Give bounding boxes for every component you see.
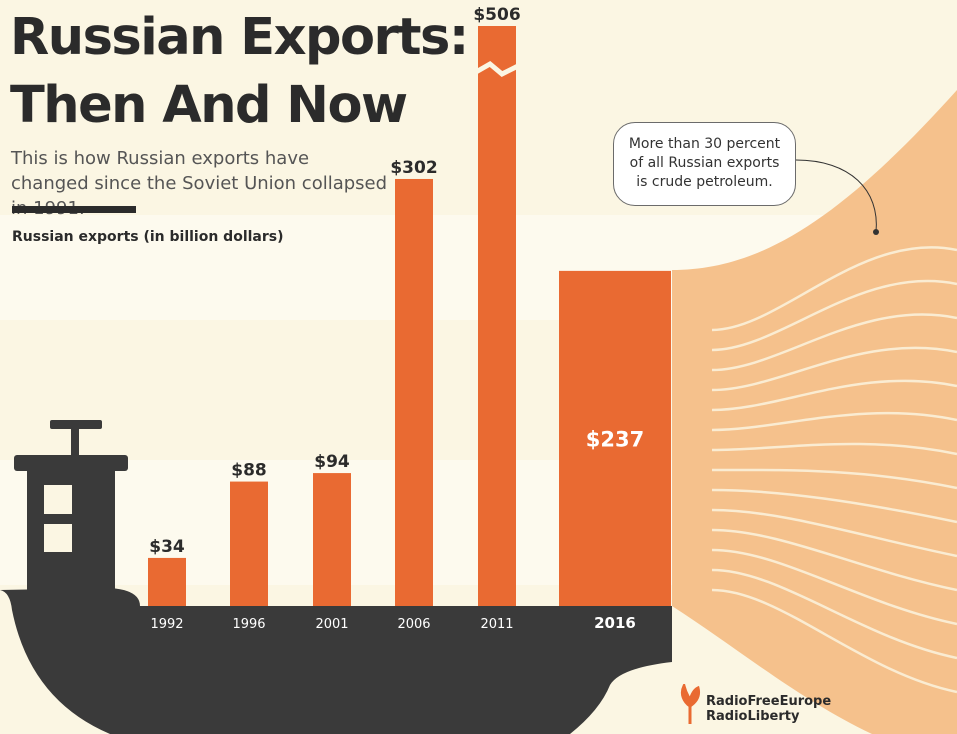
- flow-strand: [711, 279, 957, 352]
- chart-title-line-2: Then And Now: [10, 76, 408, 135]
- flow-strand: [711, 528, 957, 592]
- callout-line: is crude petroleum.: [636, 174, 773, 190]
- data-label: $302: [390, 158, 437, 178]
- flow-strand: [711, 568, 957, 660]
- flow-strand: [711, 313, 957, 372]
- cargo-ship-illustration: [0, 420, 672, 734]
- callout-leader-dot: [873, 229, 879, 235]
- bar: [559, 270, 671, 606]
- flow-strand: [711, 468, 957, 490]
- y-axis-title: Russian exports (in billion dollars): [12, 229, 284, 245]
- bar: [395, 178, 433, 607]
- bar: [230, 481, 268, 606]
- data-label: $506: [473, 5, 520, 25]
- bar: [478, 26, 516, 606]
- x-tick-label: 2006: [397, 617, 430, 632]
- ship-mast: [71, 424, 79, 457]
- flow-strand: [711, 246, 957, 332]
- x-tick-label: 2011: [480, 617, 513, 632]
- logo-line: RadioFreeEurope: [706, 694, 832, 709]
- data-label: $88: [231, 461, 267, 481]
- data-label: $237: [586, 427, 644, 451]
- chart-title: Russian Exports:: [10, 8, 469, 67]
- flow-strand: [711, 346, 957, 392]
- callout-line: More than 30 percent: [628, 136, 781, 152]
- flow-strand: [711, 548, 957, 626]
- ship-mast-top: [50, 420, 102, 429]
- torch-logo-icon: [680, 681, 700, 724]
- callout-leader-line: [795, 159, 877, 233]
- callout-line: of all Russian exports: [629, 155, 780, 171]
- ship-window: [44, 485, 72, 514]
- flow-strand: [711, 442, 957, 456]
- ship-hull: [0, 588, 672, 734]
- x-tick-label: 2001: [315, 617, 348, 632]
- data-label: $34: [149, 537, 185, 557]
- ship-cabin: [14, 455, 128, 471]
- logo-line: RadioLiberty: [706, 709, 800, 724]
- ship-window: [44, 524, 72, 552]
- flow-strand: [711, 379, 957, 412]
- rferl-logo: RadioFreeEurope RadioLiberty: [676, 681, 831, 726]
- x-tick-label: 1996: [232, 617, 265, 632]
- bar: [148, 557, 186, 606]
- flow-strand: [711, 588, 957, 694]
- flow-strand: [711, 508, 957, 558]
- bar: [313, 473, 351, 606]
- data-label: $94: [314, 452, 350, 472]
- axis-break-mark: [474, 60, 520, 77]
- flow-strand: [711, 411, 957, 432]
- x-tick-label: 1992: [150, 617, 183, 632]
- bars: $34 1992 $88 1996 $94 2001 $302 2006 $506 2011 $23…: [148, 5, 671, 632]
- flow-strand: [711, 488, 957, 524]
- x-tick-label: 2016: [594, 614, 636, 632]
- annotation-callout: More than 30 percent of all Russian expo…: [613, 122, 796, 206]
- title-rule: [12, 206, 136, 213]
